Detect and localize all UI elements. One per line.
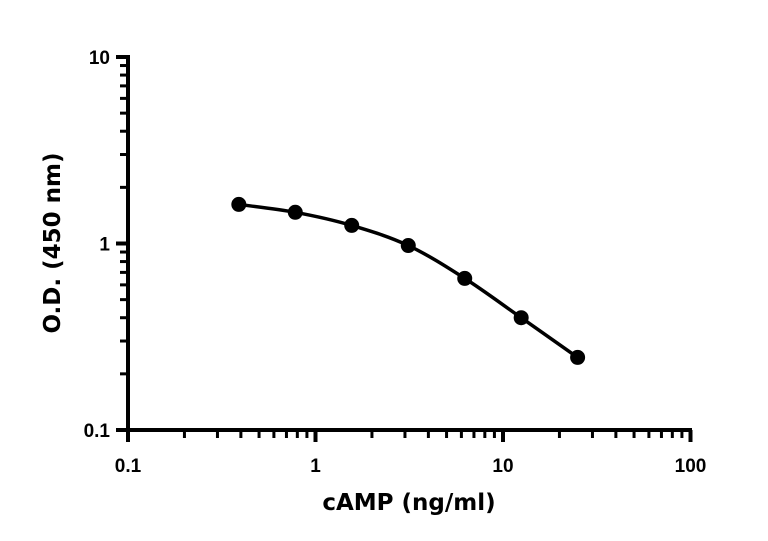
y-axis-title: O.D. (450 nm) — [40, 152, 66, 333]
y-axis-tick-labels: 0.1 1 10 — [84, 48, 111, 442]
x-axis-title: cAMP (ng/ml) — [322, 490, 495, 516]
x-tick-label: 0.1 — [115, 456, 142, 477]
x-tick-label: 1 — [310, 456, 321, 477]
data-point — [231, 196, 247, 212]
data-point — [287, 204, 303, 220]
y-tick-label: 0.1 — [84, 421, 111, 442]
fitted-curve — [238, 202, 579, 359]
data-point — [513, 310, 529, 326]
x-tick-label: 100 — [675, 456, 707, 477]
y-tick-label: 1 — [99, 235, 110, 256]
major-ticks — [116, 55, 693, 442]
data-points — [231, 196, 586, 365]
y-tick-label: 10 — [89, 48, 110, 69]
data-point — [400, 238, 416, 254]
x-tick-label: 10 — [492, 456, 513, 477]
data-point — [570, 349, 586, 365]
data-point — [457, 270, 473, 286]
x-axis-tick-labels: 0.1 1 10 100 — [115, 456, 707, 477]
data-point — [344, 217, 360, 233]
